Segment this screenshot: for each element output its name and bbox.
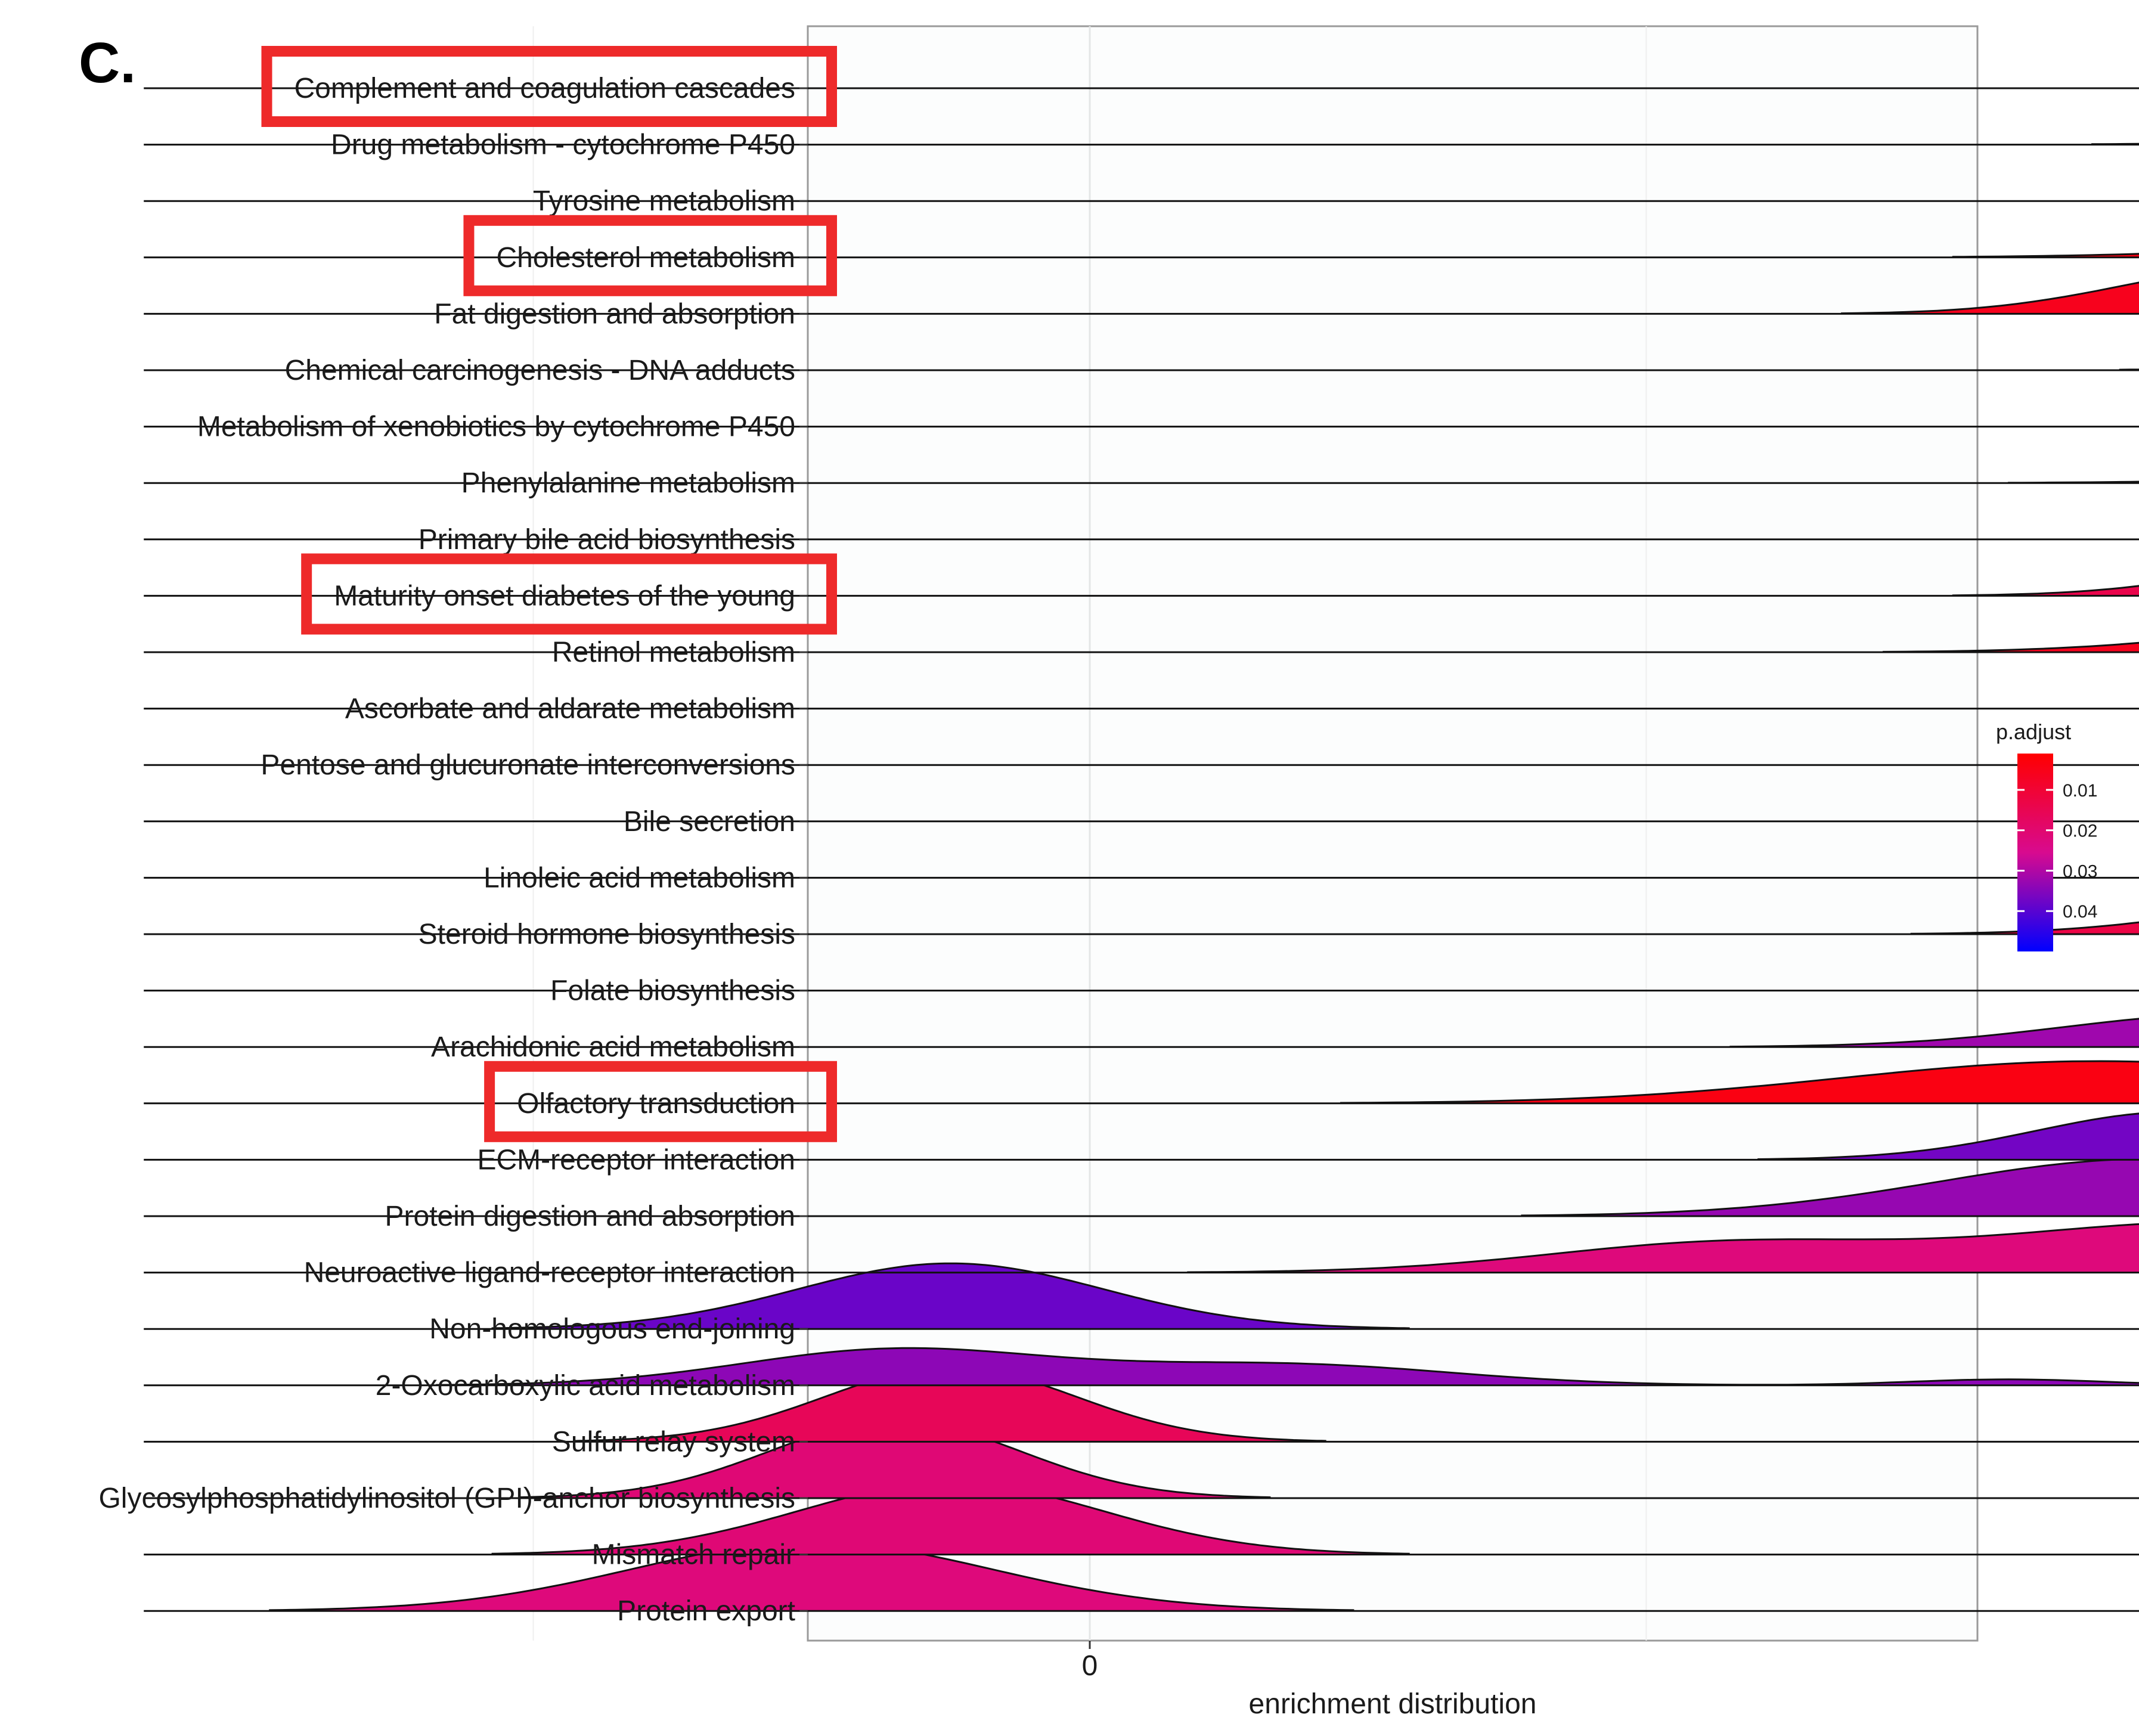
- panel-label: C.: [79, 31, 136, 95]
- category-label: Steroid hormone biosynthesis: [418, 919, 795, 950]
- legend-tick-label: 0.04: [2063, 902, 2097, 922]
- category-label: Maturity onset diabetes of the young: [334, 580, 795, 612]
- highlight-box: [261, 46, 837, 127]
- x-tick-label: 0: [1082, 1650, 1098, 1682]
- category-label: Chemical carcinogenesis - DNA adducts: [285, 355, 795, 386]
- ridge-fill: [1841, 282, 2139, 314]
- ridge-fill: [1883, 643, 2139, 652]
- ridge-outline: [1757, 1112, 2139, 1160]
- highlight-box: [301, 553, 837, 635]
- category-labels: Complement and coagulation cascades Drug …: [98, 73, 808, 1627]
- legend-tick-label: 0.01: [2063, 781, 2097, 801]
- category-label: Metabolism of xenobiotics by cytochrome …: [197, 411, 795, 443]
- category-label: Neuroactive ligand-receptor interaction: [304, 1257, 795, 1289]
- ridge-outline: [1340, 1060, 2139, 1104]
- category-label: ECM-receptor interaction: [477, 1144, 795, 1176]
- ridge-fill: [575, 1367, 1326, 1442]
- category-label: Cholesterol metabolism: [496, 242, 795, 274]
- ridge-outline: [1521, 1158, 2139, 1217]
- color-legend: p.adjust 0.01 0.02 0.03 0.04: [1996, 720, 2097, 951]
- ridge-outline: [491, 1262, 1410, 1329]
- category-label: Pentose and glucuronate interconversions: [261, 749, 795, 781]
- category-label: Fat digestion and absorption: [434, 298, 795, 330]
- highlight-box: [463, 215, 837, 296]
- ridge-outline: [1952, 253, 2139, 258]
- ridge-fill: [1340, 1061, 2139, 1103]
- category-label: Linoleic acid metabolism: [483, 862, 795, 894]
- category-label: Tyrosine metabolism: [533, 185, 795, 217]
- ridge-outline: [2091, 142, 2139, 145]
- ridge-outline: [2008, 480, 2139, 484]
- category-label: Non-homologous end-joining: [429, 1313, 795, 1345]
- category-label: Glycosylphosphatidylinositol (GPI)-ancho…: [98, 1483, 795, 1514]
- legend-tick-label: 0.03: [2063, 861, 2097, 881]
- highlight-box: [484, 1061, 837, 1142]
- category-label: Phenylalanine metabolism: [461, 467, 795, 499]
- category-label: Folate biosynthesis: [550, 975, 795, 1007]
- ridge-fill: [1910, 922, 2139, 934]
- x-axis: -404812: [1082, 1641, 1098, 1682]
- ridge-fill: [491, 1263, 1410, 1329]
- ridge-outline: [436, 1347, 2139, 1386]
- ridge-fill: [2008, 482, 2139, 483]
- ridge-fill: [2091, 144, 2139, 145]
- category-label: Sulfur relay system: [552, 1426, 795, 1458]
- category-label: Drug metabolism - cytochrome P450: [331, 129, 795, 161]
- category-label: Protein digestion and absorption: [385, 1201, 795, 1232]
- category-label: Retinol metabolism: [552, 637, 795, 668]
- category-label: 2-Oxocarboxylic acid metabolism: [376, 1370, 795, 1402]
- ridge-outline: [1952, 585, 2139, 597]
- ridge-fill: [1729, 1018, 2139, 1047]
- legend-colorbar: [2017, 754, 2053, 951]
- ridge-fill: [1187, 1224, 2139, 1273]
- category-label: Complement and coagulation cascades: [294, 73, 795, 104]
- ridge-fill: [491, 1483, 1410, 1555]
- plot-panel: [144, 25, 2139, 1642]
- legend-tick-label: 0.02: [2063, 822, 2097, 841]
- legend-title: p.adjust: [1996, 720, 2071, 744]
- ridge-fill: [1757, 1113, 2139, 1160]
- ridge-fill: [1952, 253, 2139, 258]
- ridge-outline: [1187, 1223, 2139, 1273]
- legend-ticks: 0.01 0.02 0.03 0.04: [2017, 781, 2097, 922]
- ridges: [144, 87, 2139, 1612]
- category-label: Arachidonic acid metabolism: [431, 1031, 795, 1063]
- ridge-fill: [1521, 1158, 2139, 1216]
- category-label: Bile secretion: [624, 806, 795, 838]
- ridge-fill: [436, 1348, 2139, 1385]
- ridge-fill: [1952, 585, 2139, 596]
- ridge-fill: [519, 1421, 1271, 1498]
- category-label: Ascorbate and aldarate metabolism: [345, 693, 795, 725]
- category-label: Primary bile acid biosynthesis: [418, 524, 795, 556]
- category-label: Mismatch repair: [592, 1539, 795, 1571]
- highlight-boxes: [261, 46, 837, 1142]
- category-label: Protein export: [617, 1595, 795, 1627]
- category-label: Olfactory transduction: [517, 1088, 795, 1120]
- x-axis-title: enrichment distribution: [1249, 1688, 1537, 1720]
- ridge-fill: [269, 1542, 1354, 1611]
